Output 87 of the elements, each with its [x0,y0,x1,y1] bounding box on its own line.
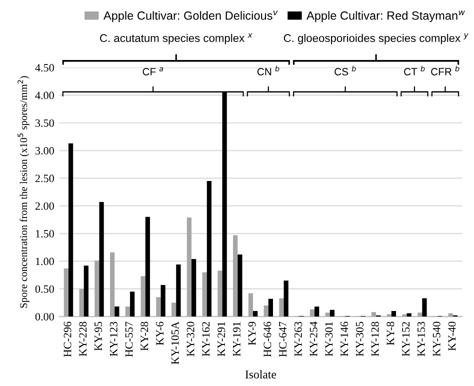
y-tick-label: 3.50 [35,119,54,127]
x-tick-label: KY-191 [232,322,240,356]
bar [238,254,242,317]
bar [130,292,135,317]
bar [160,284,166,317]
bar [233,235,238,317]
bar [68,143,74,317]
y-tick-label: 4.50 [35,64,54,72]
bar [418,312,422,317]
bar [84,266,88,317]
annotation: CN $^{b}$ [257,66,280,76]
y-tick-label: 3.00 [35,147,54,155]
y-tick-label: 2.50 [35,174,54,182]
bar [64,268,68,317]
x-tick-label: HC-557 [125,322,133,357]
x-tick-label: KY-28 [140,322,148,351]
bar [253,310,258,317]
text: C. acutatum species complex $^{x}$ [100,33,252,44]
bar [99,202,104,317]
bar [391,310,396,317]
y-tick-label: 1.00 [36,258,54,266]
bar [140,276,146,317]
bar [325,312,330,317]
bar [172,302,176,317]
x-tick-label: KY-9 [248,322,256,346]
y-tick-label: 4.00 [35,92,54,100]
bar [218,270,222,317]
x-tick-label: KY-123 [110,322,118,356]
x-tick-label: KY-540 [432,322,440,356]
text: C. gloeosporioides species complex $^{y}$ [284,33,468,44]
x-tick-label: KY-305 [356,322,364,356]
bar [248,293,254,317]
x-tick-label: KY-162 [202,322,210,356]
x-tick-label: KY-40 [448,322,456,351]
x-tick-label: KY-146 [340,322,348,356]
annotation: CF $^{a}$ [142,67,164,76]
bar [310,309,315,317]
x-tick-label: KY-263 [294,322,302,356]
y-tick-label: 0.00 [35,312,54,321]
bar [79,288,84,317]
bar [284,280,288,317]
x-tick-label: KY-128 [371,322,379,356]
annotation: CT $^{b}$ [404,66,425,76]
bar [402,314,407,317]
bar [125,306,130,317]
bar [279,298,284,317]
x-tick-label: KY-291 [218,322,226,356]
x-tick-label: KY-152 [402,322,410,356]
annotation: CS $^{b}$ [334,66,356,76]
bar [264,305,268,317]
y-tick-label: 2.00 [35,202,54,210]
x-tick-label: KY-153 [417,322,425,356]
x-tick-label: KY-254 [310,322,318,356]
bar [206,180,212,317]
bar [406,313,412,317]
annotation: CFR $^{b}$ [431,66,460,76]
x-tick-label: HC-646 [264,322,272,357]
x-tick-label: KY-228 [79,322,87,356]
bar [202,272,207,317]
bar [371,312,376,317]
bar [268,298,273,317]
x-tick-label: KY-105A [171,321,179,364]
y-tick-label: 0.50 [35,285,54,293]
bar [114,306,120,317]
bar [330,310,335,317]
x-tick-label: KY-320 [186,322,194,356]
bar [422,298,427,317]
y-tick-label: 1.50 [36,230,54,238]
bar [176,264,181,317]
legend-label: Apple Cultivar: Red Stayman$^{w}$ [306,10,465,22]
bar [448,313,453,317]
legend-label: Apple Cultivar: Golden Delicious$^{v}$ [103,10,278,22]
x-tick-label: HC-296 [64,322,72,357]
x-tick-label: HC-647 [279,322,287,357]
bar [186,217,192,317]
bar [156,297,161,317]
bar [192,258,196,317]
y-axis-title: Spore concentration from the lesion (x10$^{5}$ spores/mm$^{2}$) [18,76,30,308]
x-axis-title: Isolate [245,370,276,378]
x-tick-label: KY-8 [386,322,394,346]
bar [314,306,320,317]
bar [145,216,150,317]
x-tick-label: KY-6 [156,322,164,346]
x-tick-label: KY-301 [325,322,333,356]
bar [94,260,100,317]
bar [110,252,115,317]
x-tick-label: KY-95 [94,322,102,351]
